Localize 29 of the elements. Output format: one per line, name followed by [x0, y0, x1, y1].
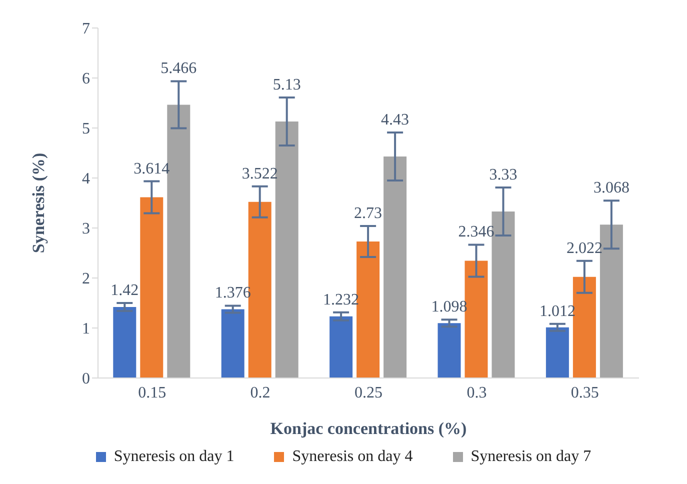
y-tick-label: 7: [82, 20, 90, 38]
y-tick-label: 3: [82, 220, 90, 238]
y-tick-label: 6: [82, 70, 90, 88]
legend-label: Syneresis on day 1: [112, 448, 234, 466]
x-tick-label: 0.2: [250, 384, 270, 402]
data-label: 3.33: [489, 166, 518, 184]
y-tick-label: 1: [82, 320, 90, 338]
x-tick-label: 0.15: [138, 384, 166, 402]
y-tick-label: 0: [82, 370, 90, 388]
y-axis-title: Syneresis (%): [29, 152, 48, 254]
y-tick-label: 4: [82, 170, 90, 188]
data-label: 3.068: [593, 180, 630, 197]
data-label: 4.43: [381, 112, 410, 128]
data-label: 2.346: [458, 224, 494, 241]
x-axis-title: Konjac concentrations (%): [270, 419, 467, 438]
y-tick-label: 5: [82, 120, 90, 138]
y-tick-label: 2: [82, 270, 90, 288]
x-tick-label: 0.35: [570, 384, 599, 402]
data-label: 5.13: [272, 76, 301, 94]
data-label: 3.522: [242, 165, 278, 182]
data-label: 3.614: [134, 160, 170, 178]
legend-label: Syneresis on day 7: [470, 448, 592, 466]
data-label: 2.73: [354, 205, 382, 222]
data-label: 2.022: [566, 240, 602, 257]
x-tick-label: 0.25: [354, 384, 382, 402]
data-label: 1.42: [110, 282, 139, 299]
legend-label: Syneresis on day 4: [291, 448, 413, 466]
x-tick-label: 0.3: [466, 384, 487, 402]
data-label: 5.466: [160, 60, 197, 78]
